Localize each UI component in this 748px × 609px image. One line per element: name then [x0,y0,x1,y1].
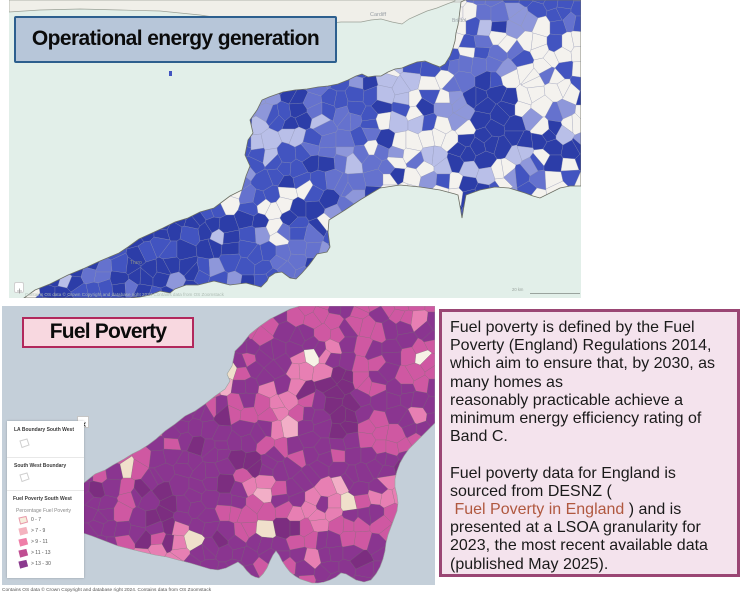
svg-text:20 km: 20 km [512,287,524,292]
svg-text:Contains OS data © Crown Copyr: Contains OS data © Crown Copyright and d… [2,586,212,593]
svg-text:Contains OS data © Crown Copyr: Contains OS data © Crown Copyright and d… [25,291,225,297]
svg-text:Bristol: Bristol [452,18,466,24]
svg-text:Truro: Truro [130,260,142,266]
svg-text:Cardiff: Cardiff [370,12,387,18]
